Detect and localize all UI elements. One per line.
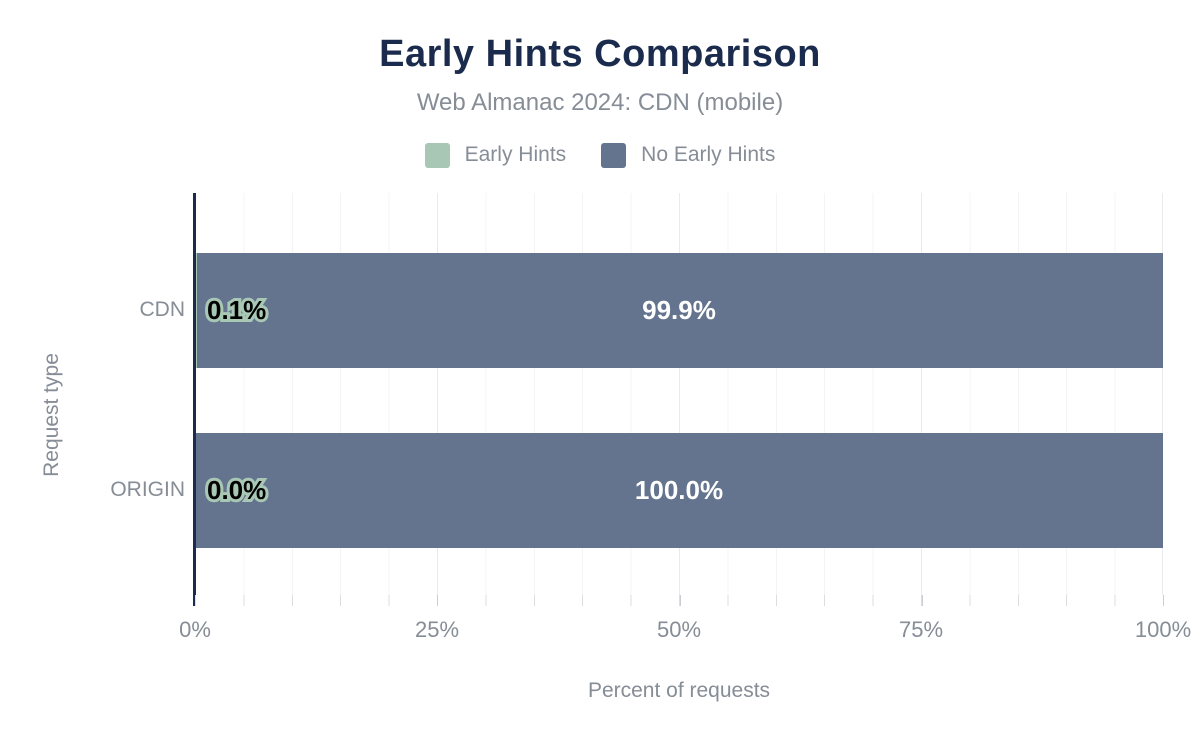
bar-cdn-early-hints-value: 0.1% 0.1%	[204, 292, 269, 328]
x-tick-label-25: 25%	[414, 617, 460, 642]
bar-cdn-early-hints-segment	[195, 253, 197, 368]
category-label-origin: ORIGIN	[110, 478, 185, 501]
chart-subtitle: Web Almanac 2024: CDN (mobile)	[416, 89, 784, 116]
bar-origin: 0.0% 0.0% 100.0%	[195, 433, 1163, 548]
tick-25	[437, 595, 439, 606]
chart-title: Early Hints Comparison	[379, 33, 821, 75]
gridline-25	[437, 193, 438, 595]
tick-100	[1163, 595, 1164, 606]
bar-origin-early-hints-value: 0.0% 0.0%	[204, 472, 269, 508]
legend: Early Hints No Early Hints	[0, 141, 1200, 169]
x-tick-label-50: 50%	[656, 617, 702, 642]
bar-cdn-no-early-hints-value: 99.9%	[642, 295, 716, 325]
bar-origin-no-early-hints-segment	[195, 433, 1163, 548]
legend-item-early-hints[interactable]: Early Hints	[424, 142, 567, 168]
legend-swatch-early-hints-icon	[424, 142, 450, 168]
tick-75	[921, 595, 923, 606]
legend-label-no-early-hints: No Early Hints	[641, 143, 776, 166]
bar-origin-no-early-hints-value: 100.0%	[634, 475, 724, 505]
x-tick-label-75: 75%	[898, 617, 944, 642]
bar-cdn: 0.1% 0.1% 99.9%	[195, 253, 1163, 368]
x-axis-ticks	[195, 595, 1164, 606]
tick-50	[679, 595, 681, 606]
gridline-100	[1162, 193, 1163, 595]
gridline-75	[921, 193, 922, 595]
legend-swatch-no-early-hints-icon	[601, 142, 627, 168]
legend-item-no-early-hints[interactable]: No Early Hints	[601, 142, 776, 168]
plot-area: 0.1% 0.1% 99.9% 0.0% 0.0% 100.0%	[195, 193, 1163, 595]
category-label-cdn: CDN	[139, 298, 186, 321]
x-tick-label-100: 100%	[1134, 617, 1192, 642]
gridline-50	[679, 193, 680, 595]
x-tick-label-0: 0%	[179, 617, 211, 642]
y-axis-title: Request type	[40, 353, 63, 477]
legend-label-early-hints: Early Hints	[464, 143, 567, 166]
x-axis-title: Percent of requests	[587, 679, 771, 702]
bar-cdn-no-early-hints-segment	[197, 253, 1163, 368]
y-axis-line	[193, 193, 196, 606]
